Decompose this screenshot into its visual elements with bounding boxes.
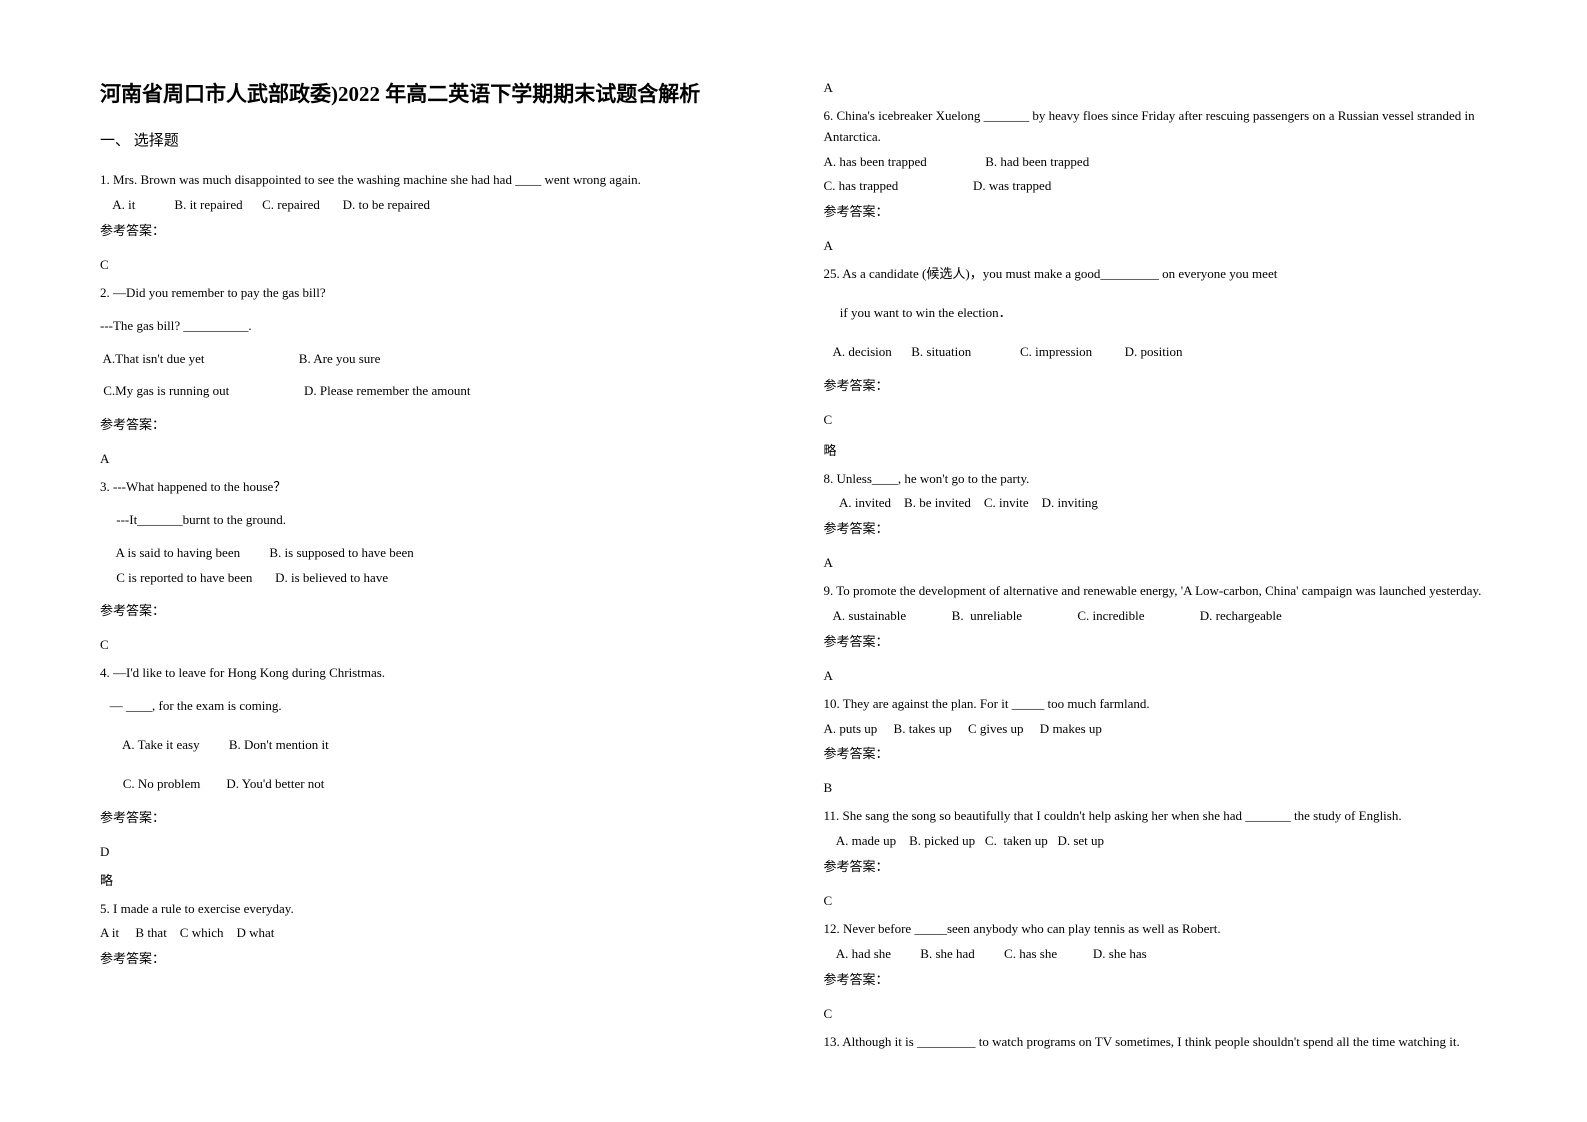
q6-opt2: C. has trapped D. was trapped — [824, 176, 1488, 197]
q2-opt1: A.That isn't due yet B. Are you sure — [100, 349, 764, 370]
q7-options: A. decision B. situation C. impression D… — [824, 342, 1488, 363]
q7-note: 略 — [824, 440, 1488, 459]
q8-options: A. invited B. be invited C. invite D. in… — [824, 493, 1488, 514]
q1-answer: C — [100, 257, 764, 273]
q4-answer-label: 参考答案： — [100, 807, 764, 826]
q2-line1: 2. —Did you remember to pay the gas bill… — [100, 283, 764, 304]
q3-opt1: A is said to having been B. is supposed … — [100, 543, 764, 564]
q10-line1: 10. They are against the plan. For it __… — [824, 694, 1488, 715]
q5-line1: 5. I made a rule to exercise everyday. — [100, 899, 764, 920]
q3-line2: ---It_______burnt to the ground. — [100, 510, 764, 531]
q4-opt1: A. Take it easy B. Don't mention it — [100, 735, 764, 756]
q5-options: A it B that C which D what — [100, 923, 764, 944]
q8-answer-label: 参考答案： — [824, 518, 1488, 537]
q12-line1: 12. Never before _____seen anybody who c… — [824, 919, 1488, 940]
q12-answer-label: 参考答案： — [824, 969, 1488, 988]
q6-line1: 6. China's icebreaker Xuelong _______ by… — [824, 106, 1488, 148]
q11-answer-label: 参考答案： — [824, 856, 1488, 875]
q8-line1: 8. Unless____, he won't go to the party. — [824, 469, 1488, 490]
q3-answer-label: 参考答案： — [100, 600, 764, 619]
q10-options: A. puts up B. takes up C gives up D make… — [824, 719, 1488, 740]
q9-options: A. sustainable B. unreliable C. incredib… — [824, 606, 1488, 627]
q10-answer-label: 参考答案： — [824, 743, 1488, 762]
q9-answer-label: 参考答案： — [824, 631, 1488, 650]
q4-opt2: C. No problem D. You'd better not — [100, 774, 764, 795]
q7-answer-label: 参考答案： — [824, 375, 1488, 394]
q9-line1: 9. To promote the development of alterna… — [824, 581, 1488, 602]
q7-answer: C — [824, 412, 1488, 428]
document-title: 河南省周口市人武部政委)2022 年高二英语下学期期末试题含解析 — [100, 80, 764, 109]
q7-line1: 25. As a candidate (候选人)，you must make a… — [824, 264, 1488, 285]
q2-answer: A — [100, 451, 764, 467]
q4-line2: — ____, for the exam is coming. — [100, 696, 764, 717]
q11-line1: 11. She sang the song so beautifully tha… — [824, 806, 1488, 827]
right-column: A 6. China's icebreaker Xuelong _______ … — [824, 80, 1488, 1056]
q6-opt1: A. has been trapped B. had been trapped — [824, 152, 1488, 173]
q1-answer-label: 参考答案： — [100, 220, 764, 239]
q2-answer-label: 参考答案： — [100, 414, 764, 433]
q6-answer-label: 参考答案： — [824, 201, 1488, 220]
section-heading: 一、 选择题 — [100, 129, 764, 150]
q12-answer: C — [824, 1006, 1488, 1022]
q2-line2: ---The gas bill? __________. — [100, 316, 764, 337]
q10-answer: B — [824, 780, 1488, 796]
q3-opt2: C is reported to have been D. is believe… — [100, 568, 764, 589]
q8-answer: A — [824, 555, 1488, 571]
q3-line1: 3. ---What happened to the house？ — [100, 477, 764, 498]
q5-answer: A — [824, 80, 1488, 96]
q1-stem: 1. Mrs. Brown was much disappointed to s… — [100, 170, 764, 191]
q1-options: A. it B. it repaired C. repaired D. to b… — [100, 195, 764, 216]
q11-options: A. made up B. picked up C. taken up D. s… — [824, 831, 1488, 852]
q2-opt2: C.My gas is running out D. Please rememb… — [100, 381, 764, 402]
q7-line2: if you want to win the election． — [824, 303, 1488, 324]
q13-line1: 13. Although it is _________ to watch pr… — [824, 1032, 1488, 1053]
q4-line1: 4. —I'd like to leave for Hong Kong duri… — [100, 663, 764, 684]
q9-answer: A — [824, 668, 1488, 684]
q3-answer: C — [100, 637, 764, 653]
q11-answer: C — [824, 893, 1488, 909]
left-column: 河南省周口市人武部政委)2022 年高二英语下学期期末试题含解析 一、 选择题 … — [100, 80, 764, 1056]
q5-answer-label: 参考答案： — [100, 948, 764, 967]
q4-note: 略 — [100, 870, 764, 889]
q12-options: A. had she B. she had C. has she D. she … — [824, 944, 1488, 965]
q6-answer: A — [824, 238, 1488, 254]
q4-answer: D — [100, 844, 764, 860]
